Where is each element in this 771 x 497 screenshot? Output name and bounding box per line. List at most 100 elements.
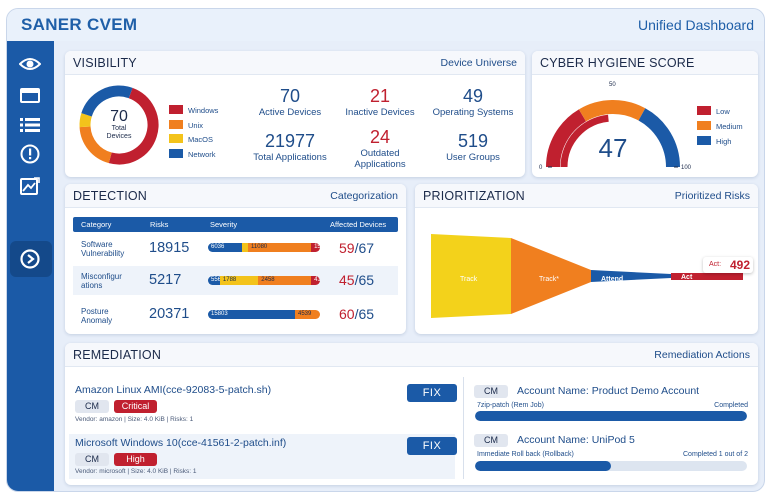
visibility-title: VISIBILITY [73,56,137,70]
brand-logo: SANER CVEM [21,15,138,34]
stat-value: 70 [279,86,301,106]
stat-inactive-devices[interactable]: 21 Inactive Devices [335,86,425,118]
col-risks: Risks [150,220,169,229]
col-severity: Severity [210,220,238,229]
stat-value: 21 [369,86,391,106]
legend-unix: Unix [188,121,204,130]
hygiene-score: 47 [598,133,628,163]
eye-icon[interactable] [19,53,41,75]
fix-button[interactable]: FIX [407,437,457,455]
hygiene-card: CYBER HYGIENE SCORE 47 0 50 100 Low Medi… [532,51,758,177]
donut-segment-network[interactable] [81,85,133,117]
severity-segment: 6036 [208,243,243,252]
remediation-header: REMEDIATION Remediation Actions [65,343,758,367]
row-category-line1: Software [81,240,113,249]
funnel-stage-track[interactable] [431,234,511,318]
severity-segment: 415 [311,276,320,285]
chart-image-icon[interactable] [19,175,41,197]
action-progress-fill [475,461,611,471]
top-bar: SANER CVEM Unified Dashboard [7,9,764,41]
visibility-header: VISIBILITY Device Universe [65,51,525,75]
prioritization-card: PRIORITIZATION Prioritized Risks Track T… [415,184,758,334]
remediation-card: REMEDIATION Remediation Actions Amazon L… [65,343,758,485]
funnel-stage-track-star[interactable] [511,238,591,314]
severity-bar: 55617882458415 [208,276,320,285]
divider [463,377,464,479]
funnel-stage-attend[interactable] [591,270,671,282]
row-risks: 5217 [149,272,182,288]
row-category-line2: Anomaly [81,316,113,325]
action-progress-bar [475,461,747,471]
table-row[interactable]: Misconfigur ations 5217 55617882458415 4… [73,266,398,295]
remediation-item-name: Amazon Linux AMI(cce-92083-5-patch.sh) [75,384,272,396]
remediation-item[interactable]: Microsoft Windows 10(cce-41561-2-patch.i… [69,434,457,479]
stat-label: Inactive Devices [345,107,415,118]
visibility-card: VISIBILITY Device Universe 70 Total Devi… [65,51,525,177]
fix-button[interactable]: FIX [407,384,457,402]
col-affected-devices: Affected Devices [330,220,387,229]
donut-segment-macos[interactable] [79,113,92,128]
stat-label: Active Devices [258,107,322,118]
gauge-mid-label: 50 [609,82,616,88]
legend-network: Network [188,150,216,159]
hygiene-gauge [546,100,680,168]
stat-operating-systems[interactable]: 49 Operating Systems [428,86,518,118]
stat-user-groups[interactable]: 519 User Groups [428,131,518,163]
sidebar [7,41,54,491]
legend-swatch-high [697,136,711,145]
remediation-tag: CM [75,453,109,466]
visibility-subtitle[interactable]: Device Universe [440,57,517,69]
stat-total-applications[interactable]: 21977 Total Applications [235,131,345,163]
legend-swatch-macos [169,134,183,143]
table-row[interactable]: Posture Anomaly 20371 15803 4539 60/65 [73,299,398,328]
alert-icon[interactable] [19,143,41,165]
action-job-name: Immediate Roll back (Rollback) [477,451,574,458]
table-row[interactable]: Software Vulnerability 18915 6036 11080 1 5… [73,233,398,262]
stat-label: Total Applications [253,152,327,163]
funnel-stage-act[interactable] [671,273,743,280]
stat-label: Outdated [360,148,400,159]
stat-outdated-applications[interactable]: 24 Outdated Applications [335,127,425,170]
donut-segment-windows[interactable] [108,87,159,165]
affected-count: 59 [339,240,355,256]
row-affected: 59/67 [339,240,374,256]
row-risks: 18915 [149,240,190,256]
detection-header: DETECTION Categorization [65,184,406,208]
gauge-max-label: 100 [681,165,692,171]
detection-subtitle[interactable]: Categorization [330,190,398,202]
remediation-title: REMEDIATION [73,348,162,362]
stat-value: 49 [462,86,484,106]
stat-value: 519 [457,131,489,151]
remediation-subtitle[interactable]: Remediation Actions [654,349,750,361]
sidebar-active-highlight [10,241,52,277]
affected-total: /65 [354,306,375,322]
affected-total: /65 [354,272,375,288]
remediation-item[interactable]: Amazon Linux AMI(cce-92083-5-patch.sh) C… [69,383,457,425]
action-tag: CM [474,385,508,398]
play-circle-icon[interactable] [19,248,41,270]
severity-badge: High [114,453,157,466]
action-account-name[interactable]: Account Name: Product Demo Account [517,385,700,397]
legend-swatch-windows [169,105,183,114]
action-account-name[interactable]: Account Name: UniPod 5 [517,434,635,446]
app-frame: SANER CVEM Unified Dashboard VISIBILITY … [6,8,765,492]
remediation-item-name: Microsoft Windows 10(cce-41561-2-patch.i… [75,437,287,449]
act-callout-label: Act: [709,261,722,268]
folder-icon[interactable] [19,84,41,106]
stat-active-devices[interactable]: 70 Active Devices [245,86,335,118]
row-category-line2: Vulnerability [81,249,125,258]
detection-table-header: Category Risks Severity Affected Devices [73,217,398,232]
severity-bar: 15803 4539 [208,310,320,319]
stage-label-track-star: Track* [539,276,559,283]
stage-label-track: Track [460,276,478,283]
list-icon[interactable] [19,114,41,136]
legend-windows: Windows [188,106,219,115]
donut-segment-unix[interactable] [79,126,112,164]
action-progress-bar [475,411,747,421]
hygiene-title: CYBER HYGIENE SCORE [540,56,695,70]
detection-title: DETECTION [73,189,148,203]
stat-value: 21977 [264,131,316,151]
donut-center: 70 Total Devices [87,109,151,141]
remediation-item-meta: Vendor: microsoft | Size: 4.0 KiB | Risk… [75,468,197,475]
prioritization-subtitle[interactable]: Prioritized Risks [674,190,750,202]
